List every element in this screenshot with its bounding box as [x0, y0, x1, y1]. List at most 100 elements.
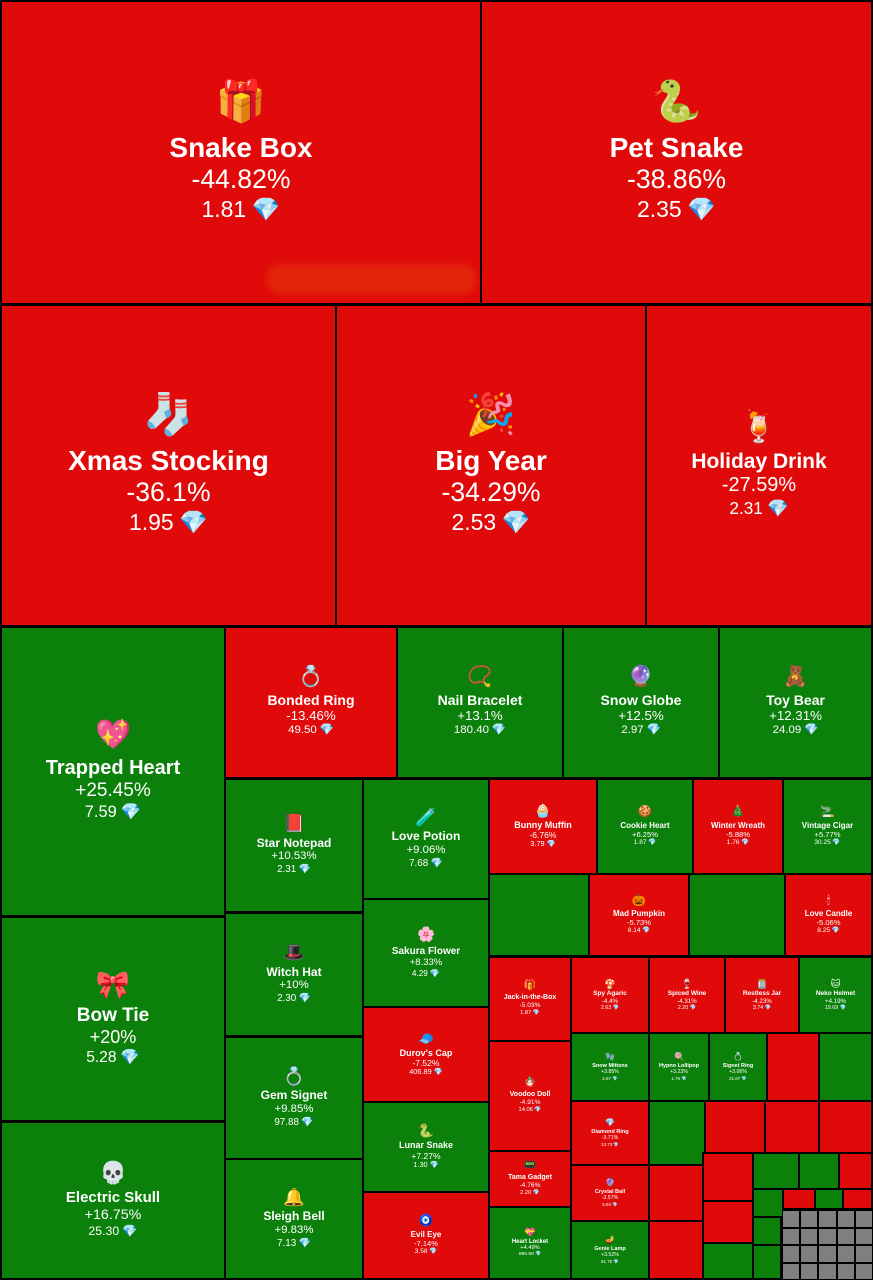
tile-name: Snow Mittens	[592, 1062, 628, 1069]
tile-spiced-wine[interactable]: 🍷 Spiced Wine -4.31% 2.20💎	[648, 956, 726, 1034]
tile-small-gray[interactable]	[818, 1227, 837, 1245]
tile-witch-hat[interactable]: 🎩 Witch Hat +10% 2.30 💎	[224, 912, 364, 1037]
tile-love-candle[interactable]: 🕯 Love Candle -5.06% 8.25 💎	[784, 873, 873, 957]
diamond-icon: 💎	[767, 498, 789, 519]
tile-small-gray[interactable]	[800, 1245, 819, 1263]
tile-small-gray[interactable]	[818, 1210, 837, 1228]
tile-star-notepad[interactable]: 📕 Star Notepad +10.53% 2.31 💎	[224, 778, 364, 913]
tile-unlabeled[interactable]	[838, 1152, 873, 1190]
tile-name: Sakura Flower	[391, 945, 461, 957]
tile-price-value: 1.95	[128, 508, 174, 535]
tile-unlabeled[interactable]	[764, 1100, 820, 1154]
tile-bow-tie[interactable]: 🎀 Bow Tie +20% 5.28 💎	[0, 916, 226, 1122]
tile-snake-box[interactable]: 🎁 Snake Box -44.82% 1.81 💎	[0, 0, 482, 305]
tile-heart-locket[interactable]: 💝 Heart Locket +4.49% 896.50💎	[488, 1206, 572, 1280]
tile-price: 2.31 💎	[729, 498, 788, 519]
tile-toy-bear[interactable]: 🧸 Toy Bear +12.31% 24.09 💎	[718, 626, 873, 779]
tile-tama-gadget[interactable]: 📟 Tama Gadget -4.76% 2.20💎	[488, 1150, 572, 1208]
tile-small-gray[interactable]	[854, 1245, 873, 1263]
tile-small-gray[interactable]	[854, 1262, 873, 1280]
tile-unlabeled[interactable]	[688, 873, 786, 957]
tile-crystal-ball[interactable]: 🔮 Crystal Ball -3.57% 5.94💎	[570, 1164, 650, 1222]
tile-voodoo-doll[interactable]: 🪆 Voodoo Doll -4.91% 14.06💎	[488, 1040, 572, 1152]
tile-name: Spiced Wine	[667, 990, 707, 998]
tile-small-gray[interactable]	[836, 1227, 855, 1245]
tile-sleigh-bell[interactable]: 🔔 Sleigh Bell +9.83% 7.13 💎	[224, 1158, 364, 1280]
tile-price-value: 2.63	[600, 1005, 612, 1012]
tile-small-gray[interactable]	[854, 1227, 873, 1245]
tile-unlabeled[interactable]	[702, 1242, 754, 1280]
tile-trapped-heart[interactable]: 💖 Trapped Heart +25.45% 7.59 💎	[0, 626, 226, 917]
tile-signet-ring[interactable]: 💍 Signet Ring +3.06% 21.87💎	[708, 1032, 768, 1102]
tile-bonded-ring[interactable]: 💍 Bonded Ring -13.46% 49.50 💎	[224, 626, 398, 779]
tile-price-value: 2.20	[520, 1189, 532, 1196]
tile-unlabeled[interactable]	[842, 1188, 873, 1210]
tile-jack-in-the-box[interactable]: 🎁 Jack-in-the-Box -5.03% 1.87💎	[488, 956, 572, 1042]
tile-small-gray[interactable]	[818, 1245, 837, 1263]
tile-neko-helmet[interactable]: 🐱 Neko Helmet +4.19% 19.69💎	[798, 956, 873, 1034]
tile-unlabeled[interactable]	[702, 1152, 754, 1202]
diamond-icon: 💎	[430, 857, 443, 869]
tile-price-value: 2.35	[636, 195, 682, 222]
tile-gem-signet[interactable]: 💍 Gem Signet +9.85% 97.88 💎	[224, 1036, 364, 1160]
tile-xmas-stocking[interactable]: 🧦 Xmas Stocking -36.1% 1.95 💎	[0, 304, 337, 627]
tile-genie-lamp[interactable]: 🪔 Genie Lamp +3.52% 61.76💎	[570, 1220, 650, 1280]
tile-pet-snake[interactable]: 🐍 Pet Snake -38.86% 2.35 💎	[480, 0, 873, 305]
tile-unlabeled[interactable]	[648, 1100, 706, 1166]
tile-hypno-lollipop[interactable]: 🍭 Hypno Lollipop +3.23% 1.76💎	[648, 1032, 710, 1102]
tile-big-year[interactable]: 🎉 Big Year -34.29% 2.53 💎	[335, 304, 647, 627]
tile-name: Big Year	[435, 444, 547, 476]
tile-cookie-heart[interactable]: 🍪 Cookie Heart +6.25% 1.87 💎	[596, 778, 694, 875]
tile-unlabeled[interactable]	[704, 1100, 766, 1154]
tile-small-gray[interactable]	[854, 1210, 873, 1228]
tile-unlabeled[interactable]	[648, 1220, 704, 1280]
tile-unlabeled[interactable]	[818, 1100, 873, 1154]
tile-unlabeled[interactable]	[752, 1188, 784, 1218]
tile-change: +10%	[279, 979, 309, 992]
tile-holiday-drink[interactable]: 🍹 Holiday Drink -27.59% 2.31 💎	[645, 304, 873, 627]
tile-small-gray[interactable]	[818, 1262, 837, 1280]
tile-diamond-ring[interactable]: 💎 Diamond Ring -3.71% 13.73💎	[570, 1100, 650, 1166]
tile-spy-agaric[interactable]: 🍄 Spy Agaric -4.4% 2.63💎	[570, 956, 650, 1034]
tile-small-gray[interactable]	[782, 1245, 801, 1263]
tile-snow-globe[interactable]: 🔮 Snow Globe +12.5% 2.97 💎	[562, 626, 720, 779]
tile-small-gray[interactable]	[800, 1262, 819, 1280]
tile-lunar-snake[interactable]: 🐍 Lunar Snake +7.27% 1.30 💎	[362, 1101, 490, 1193]
tile-small-gray[interactable]	[782, 1262, 801, 1280]
tile-love-potion[interactable]: 🧪 Love Potion +9.06% 7.68 💎	[362, 778, 490, 900]
tile-bunny-muffin[interactable]: 🧁 Bunny Muffin -6.76% 3.79 💎	[488, 778, 598, 875]
tile-sakura-flower[interactable]: 🌸 Sakura Flower +8.33% 4.29 💎	[362, 898, 490, 1008]
tile-unlabeled[interactable]	[798, 1152, 840, 1190]
tile-name: Vintage Cigar	[801, 820, 854, 830]
tile-small-gray[interactable]	[782, 1210, 801, 1228]
tile-change: +9.06%	[406, 843, 446, 856]
tile-snow-mittens[interactable]: 🧤 Snow Mittens +3.85% 2.67💎	[570, 1032, 650, 1102]
tile-unlabeled[interactable]	[702, 1200, 754, 1244]
tile-durov-s-cap[interactable]: 🧢 Durov's Cap -7.52% 406.89 💎	[362, 1006, 490, 1103]
tile-unlabeled[interactable]	[752, 1216, 782, 1246]
tile-evil-eye[interactable]: 🧿 Evil Eye -7.14% 3.58 💎	[362, 1191, 490, 1280]
tile-small-gray[interactable]	[836, 1262, 855, 1280]
tile-unlabeled[interactable]	[488, 873, 590, 957]
tile-unlabeled[interactable]	[752, 1152, 800, 1190]
tile-unlabeled[interactable]	[814, 1188, 844, 1210]
tile-restless-jar[interactable]: 🫙 Restless Jar -4.23% 3.74💎	[724, 956, 800, 1034]
tile-winter-wreath[interactable]: 🎄 Winter Wreath -5.88% 1.76 💎	[692, 778, 784, 875]
tile-small-gray[interactable]	[782, 1227, 801, 1245]
tile-price: 1.87💎	[520, 1010, 540, 1017]
tile-vintage-cigar[interactable]: 🚬 Vintage Cigar +5.77% 30.25 💎	[782, 778, 873, 875]
tile-electric-skull[interactable]: 💀 Electric Skull +16.75% 25.30 💎	[0, 1121, 226, 1280]
tile-unlabeled[interactable]	[766, 1032, 820, 1102]
tile-nail-bracelet[interactable]: 📿 Nail Bracelet +13.1% 180.40 💎	[396, 626, 564, 779]
tile-mad-pumpkin[interactable]: 🎃 Mad Pumpkin -5.73% 8.14 💎	[588, 873, 690, 957]
tile-unlabeled[interactable]	[648, 1164, 704, 1222]
tile-small-gray[interactable]	[800, 1210, 819, 1228]
tile-unlabeled[interactable]	[752, 1244, 782, 1280]
tile-unlabeled[interactable]	[782, 1188, 816, 1210]
tile-unlabeled[interactable]	[818, 1032, 873, 1102]
tile-small-gray[interactable]	[836, 1210, 855, 1228]
tile-small-gray[interactable]	[836, 1245, 855, 1263]
tile-name: Durov's Cap	[399, 1047, 453, 1058]
tile-small-gray[interactable]	[800, 1227, 819, 1245]
tile-price-value: 1.87	[520, 1009, 532, 1016]
